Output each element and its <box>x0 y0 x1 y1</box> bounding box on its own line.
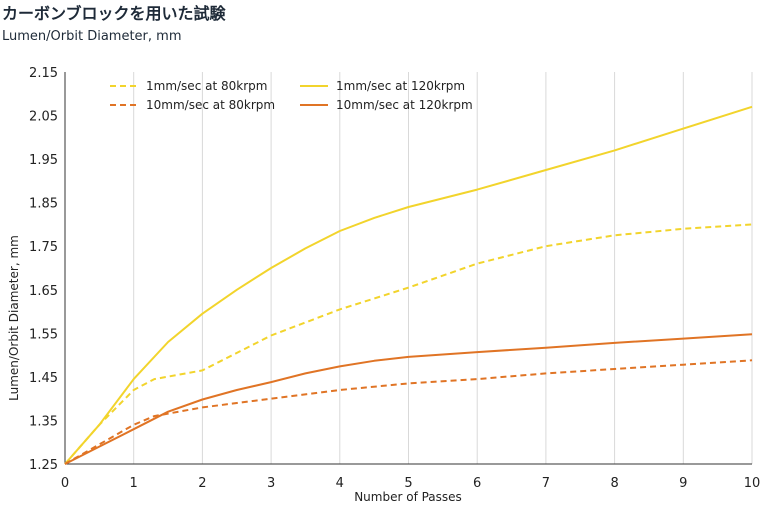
x-tick-label: 8 <box>610 476 618 491</box>
series-line <box>64 359 753 465</box>
y-axis-label: Lumen/Orbit Diameter, mm <box>7 235 21 401</box>
y-tick-label: 1.75 <box>29 240 58 255</box>
x-tick-label: 6 <box>473 476 481 491</box>
series-line <box>64 223 753 465</box>
y-tick-label: 2.15 <box>29 66 58 81</box>
x-tick-label: 4 <box>336 476 344 491</box>
y-tick-label: 1.25 <box>29 458 58 473</box>
y-tick-label: 1.35 <box>29 414 58 429</box>
x-tick-label: 0 <box>61 476 69 491</box>
y-tick-label: 1.55 <box>29 327 58 342</box>
x-tick-label: 1 <box>130 476 138 491</box>
series-lines <box>64 105 753 465</box>
x-tick-label: 3 <box>267 476 275 491</box>
series-line <box>64 105 753 465</box>
legend-label: 10mm/sec at 120krpm <box>336 98 473 112</box>
series-line <box>64 333 753 465</box>
legend-label: 1mm/sec at 120krpm <box>336 79 465 93</box>
x-tick-label: 9 <box>679 476 687 491</box>
x-tick-label: 5 <box>404 476 412 491</box>
legend-label: 1mm/sec at 80krpm <box>146 79 267 93</box>
y-tick-label: 2.05 <box>29 110 58 125</box>
legend: 1mm/sec at 80krpm 1mm/sec at 120krpm 10mm/… <box>110 79 473 112</box>
x-tick-label: 7 <box>542 476 550 491</box>
chart-subtitle: Lumen/Orbit Diameter, mm <box>2 29 182 44</box>
y-tick-label: 1.45 <box>29 371 58 386</box>
y-tick-label: 1.85 <box>29 197 58 212</box>
y-tick-label: 1.95 <box>29 153 58 168</box>
y-tick-label: 1.65 <box>29 284 58 299</box>
tick-labels: 0 1 2 3 4 5 6 7 8 9 10 1.25 1.35 1.45 1.55 1.65 1.75 1.85… <box>29 66 760 491</box>
page-title: カーボンブロックを用いた試験 <box>2 4 226 23</box>
x-tick-label: 10 <box>744 476 761 491</box>
axes <box>64 72 752 465</box>
legend-label: 10mm/sec at 80krpm <box>146 98 275 112</box>
x-axis-label: Number of Passes <box>354 490 462 504</box>
x-tick-label: 2 <box>198 476 206 491</box>
